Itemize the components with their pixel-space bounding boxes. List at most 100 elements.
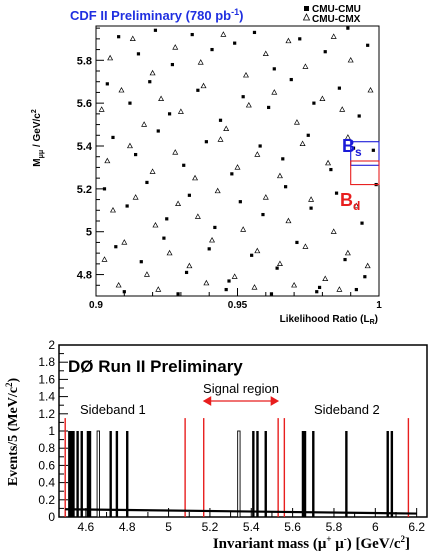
cmu-cmu-point: [125, 204, 129, 208]
cmu-cmx-point: [308, 196, 315, 202]
cmu-cmx-point: [344, 134, 351, 140]
event-bar: [252, 431, 255, 517]
cmu-cmx-point: [209, 236, 216, 243]
cmu-cmx-point: [299, 140, 306, 147]
cdf-x-axis-label: Likelihood Ratio (LR): [280, 314, 378, 326]
signal-region-arrow-right-head: [270, 396, 280, 406]
cmu-cmu-point: [298, 37, 302, 41]
event-bar: [256, 431, 259, 517]
event-bar: [312, 431, 315, 517]
cmu-cmu-point: [196, 88, 200, 92]
cmu-cmu-point: [351, 146, 356, 150]
cmu-cmx-point: [276, 172, 283, 179]
cmu-cmx-point: [234, 164, 241, 170]
cmu-cmu-point: [117, 35, 121, 39]
d0-x-tick-label: 5: [165, 520, 172, 534]
legend-triangle-marker: [302, 13, 311, 21]
cmu-cmx-point: [166, 249, 173, 256]
event-bar: [303, 431, 307, 517]
event-bar: [345, 431, 348, 517]
cmu-cmu-point: [114, 245, 118, 249]
cdf-y-tick-label: 5.6: [77, 98, 92, 110]
d0-x-tick-label: 4.8: [119, 520, 136, 534]
cmu-cmu-point: [167, 112, 172, 116]
event-bar: [301, 431, 305, 517]
cmu-cmu-point: [207, 247, 211, 251]
cmu-cmu-point: [315, 290, 319, 294]
sideband-2-label: Sideband 2: [314, 402, 380, 417]
legend-square-marker: [304, 6, 309, 11]
event-bar: [390, 431, 394, 517]
cmu-cmu-point: [213, 225, 217, 230]
cmu-cmu-point: [323, 50, 327, 54]
cmu-cmu-point: [122, 290, 126, 294]
d0-region-lines: [64, 418, 410, 517]
cmu-cmx-point: [330, 228, 337, 234]
cmu-cmu-point: [218, 118, 223, 122]
cmu-cmu-point: [190, 32, 194, 37]
sideband-1-label: Sideband 1: [80, 402, 146, 417]
cmu-cmx-point: [339, 106, 346, 112]
d0-y-tick-label: 1.6: [38, 372, 55, 386]
d0-y-tick-label: 0.8: [38, 441, 55, 455]
cmu-cmu-point: [176, 292, 180, 296]
cmu-cmu-point: [337, 86, 341, 90]
d0-y-tick-label: 1.4: [38, 390, 55, 404]
cmu-cmu-point: [329, 167, 333, 172]
signal-region-label: Signal region: [203, 381, 279, 396]
cmu-cmu-point: [230, 172, 234, 176]
d0-y-tick-label: 0.4: [38, 476, 55, 490]
cmu-cmu-point: [346, 26, 350, 30]
cmu-cmu-point: [258, 144, 262, 148]
cmu-cmx-point: [197, 59, 204, 65]
cmu-cmx-point: [347, 56, 354, 63]
cmu-cmu-point: [233, 41, 237, 45]
cmu-cmx-point: [200, 82, 207, 89]
cmu-cmu-point: [275, 266, 279, 270]
cdf-y-tick-label: 5.8: [77, 55, 92, 67]
event-bar: [86, 431, 90, 517]
cmu-cmu-point: [281, 157, 285, 161]
d0-y-tick-label: 2: [48, 338, 55, 352]
cmu-cmu-point: [272, 67, 276, 71]
cmu-cmx-point: [367, 86, 374, 93]
event-bar: [96, 430, 100, 518]
cmu-cmu-point: [105, 82, 109, 86]
cmu-cmu-point: [238, 200, 242, 204]
cmu-cmu-point: [363, 275, 367, 279]
cmu-cmu-point: [102, 187, 107, 191]
cdf-mass-windows: [350, 141, 380, 186]
cmu-cmu-point: [224, 287, 228, 292]
cmu-cmx-point: [302, 63, 309, 69]
cmu-cmx-point: [152, 221, 159, 228]
cmu-cmx-point: [172, 149, 179, 155]
cmu-cmx-point: [285, 217, 292, 224]
cmu-cmx-point: [271, 89, 278, 95]
cmu-cmu-point: [295, 240, 299, 245]
cmu-cmu-point: [371, 148, 375, 152]
event-bar: [70, 431, 73, 517]
cmu-cmx-point: [126, 142, 133, 149]
d0-y-tick-label: 0.2: [38, 493, 55, 507]
cdf-y-tick-label: 4.8: [77, 270, 92, 282]
bd-mass-window: [350, 160, 380, 186]
d0-x-tick-label: 5.4: [243, 520, 260, 534]
d0-y-tick-label: 0.6: [38, 458, 55, 472]
cmu-cmu-point: [139, 260, 143, 264]
d0-y-axis-label: Events/5 (MeV/c2): [4, 378, 21, 487]
d0-x-tick-label: 5.2: [202, 520, 219, 534]
event-bar: [109, 431, 112, 517]
legend-label-cmu-cmu: CMU-CMU: [312, 4, 361, 15]
cmu-cmu-point: [170, 62, 175, 67]
event-bar: [126, 431, 129, 517]
cdf-y-axis-label: Mμμ / GeV/c2: [31, 109, 45, 167]
cmu-cmx-point: [220, 31, 227, 37]
event-bar: [88, 431, 92, 517]
cdf-x-tick-label: 0.95: [228, 300, 248, 311]
cmu-cmu-point: [317, 285, 322, 290]
cmu-cmu-point: [267, 105, 271, 110]
cmu-cmx-point: [364, 262, 371, 269]
cmu-cmu-point: [309, 206, 313, 210]
cmu-cmu-point: [227, 279, 231, 283]
